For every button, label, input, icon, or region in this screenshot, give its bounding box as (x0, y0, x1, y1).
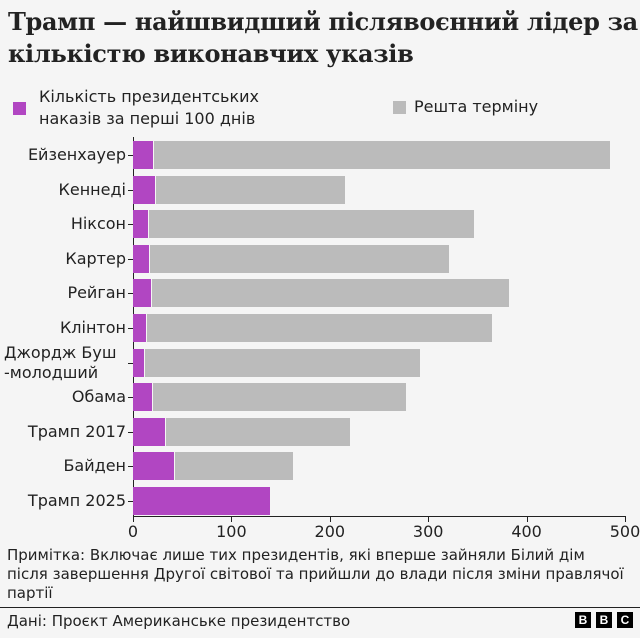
bar-segment-first-100-days (133, 244, 149, 273)
bar-segment-first-100-days (133, 141, 153, 169)
x-axis-tick (133, 516, 134, 522)
bar-row (0, 314, 640, 342)
y-axis-tick (128, 431, 133, 433)
bar-row (0, 452, 640, 481)
bar-segment-first-100-days (133, 348, 144, 377)
bar-row (0, 279, 640, 308)
bar-segment-rest-of-term (174, 452, 294, 481)
x-axis-tick-label: 200 (314, 522, 346, 541)
bbc-logo-letter: B (596, 612, 612, 628)
bar-row (0, 175, 640, 204)
bar-row (0, 141, 640, 169)
y-axis-tick (128, 293, 133, 295)
x-axis-tick (526, 516, 528, 522)
bar-segment-first-100-days (133, 452, 175, 481)
bar-row (0, 383, 640, 412)
y-axis-tick (128, 362, 133, 364)
x-axis-tick-label: 500 (609, 522, 640, 541)
x-axis-tick-label: 300 (412, 522, 444, 541)
bar-segment-first-100-days (133, 487, 270, 515)
y-axis-tick (128, 466, 133, 468)
bar-row (0, 487, 640, 515)
y-axis-tick (128, 501, 133, 502)
bar-row (0, 210, 640, 239)
x-axis-tick-label: 400 (511, 522, 542, 541)
y-axis-label: Джордж Буш -молодший (4, 342, 117, 382)
legend-label-rest-of-term: Решта терміну (414, 97, 539, 116)
y-axis-label: Кеннеді (58, 179, 126, 199)
y-axis-label: Трамп 2017 (27, 421, 126, 441)
legend-item-rest-of-term: Решта терміну (393, 96, 538, 118)
x-axis-tick-label: 100 (216, 522, 247, 541)
bar-segment-rest-of-term (148, 244, 449, 273)
y-axis-label: Рейган (67, 283, 126, 303)
x-axis-tick (428, 516, 430, 522)
x-axis-tick (329, 516, 331, 522)
y-axis-label: Трамп 2025 (27, 491, 126, 510)
bar-segment-rest-of-term (150, 279, 509, 308)
bar-segment-first-100-days (133, 314, 146, 342)
bbc-logo-letter: C (617, 612, 633, 628)
y-axis-label: Ейзенхауер (27, 145, 126, 164)
legend-label-line2: наказів за перші 100 днів (39, 109, 256, 128)
bar-segment-rest-of-term (152, 141, 611, 169)
y-axis-label: Байден (63, 456, 126, 476)
y-axis-label: Обама (71, 387, 126, 407)
y-axis-tick (128, 155, 133, 156)
legend-label-line1: Кількість президентських (39, 87, 260, 106)
y-axis-tick (128, 258, 133, 260)
y-axis-tick (128, 224, 133, 226)
x-axis-tick (231, 516, 233, 522)
bar-row (0, 348, 640, 377)
legend-swatch-gray (393, 100, 406, 114)
y-axis-label: Клінтон (59, 318, 126, 337)
footer-divider (0, 607, 640, 608)
footnote: Примітка: Включає лише тих президентів, … (7, 546, 624, 602)
x-axis-tick (625, 516, 626, 522)
legend-item-first-100-days: Кількість президентських наказів за перш… (13, 86, 259, 130)
legend-label-first-100-days: Кількість президентських наказів за перш… (39, 86, 259, 130)
bar-row (0, 244, 640, 273)
x-axis-line (133, 516, 626, 517)
y-axis-label: Картер (65, 248, 126, 268)
bar-segment-rest-of-term (165, 417, 351, 446)
bar-segment-first-100-days (133, 383, 152, 412)
bar-segment-rest-of-term (143, 348, 421, 377)
bar-segment-rest-of-term (147, 210, 475, 239)
bar-segment-first-100-days (133, 279, 151, 308)
legend-swatch-purple (13, 101, 26, 115)
y-axis-tick (128, 397, 133, 399)
x-axis-tick-label: 0 (127, 522, 139, 541)
source-credit: Дані: Проєкт Американське президентство (7, 612, 351, 630)
bar-row (0, 417, 640, 446)
y-axis-label: Ніксон (70, 214, 126, 234)
bar-segment-first-100-days (133, 175, 155, 204)
bar-segment-first-100-days (133, 417, 166, 446)
bar-segment-rest-of-term (145, 314, 493, 342)
chart-title: Трамп — найшвидший післявоєнний лідер за… (8, 7, 638, 68)
bbc-logo: B B C (575, 612, 633, 628)
bar-segment-rest-of-term (154, 175, 345, 204)
bbc-logo-letter: B (575, 612, 591, 628)
bar-segment-first-100-days (133, 210, 148, 239)
y-axis-tick (128, 328, 133, 329)
bar-segment-rest-of-term (151, 383, 406, 412)
y-axis-tick (128, 189, 133, 191)
